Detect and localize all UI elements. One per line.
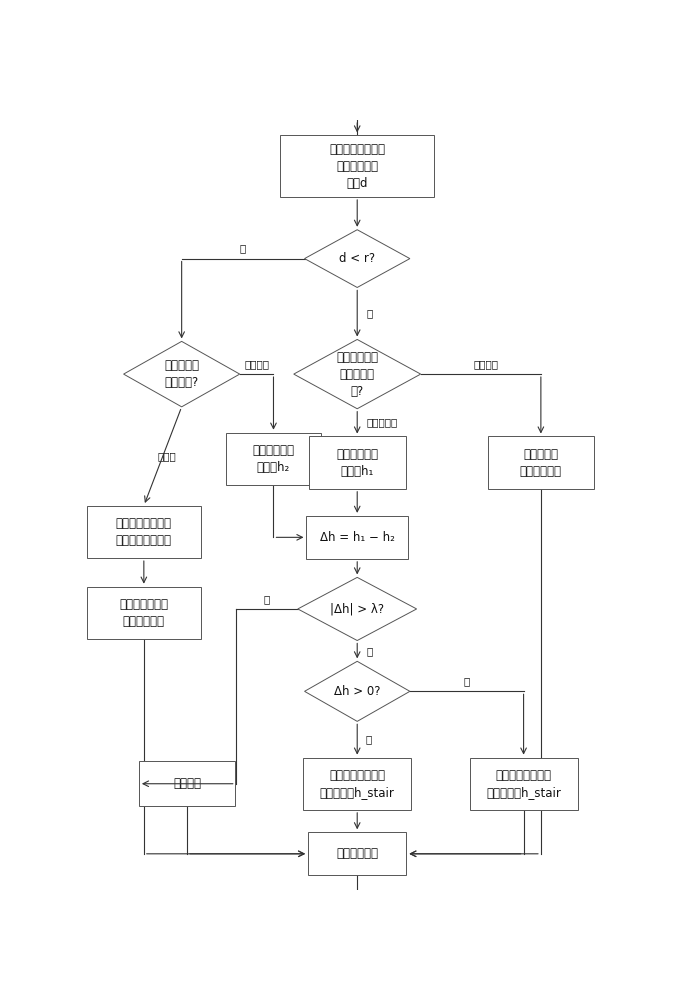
FancyBboxPatch shape [87,587,201,639]
Polygon shape [305,230,410,287]
Text: 高度在前一时刻的
基础上累减h_stair: 高度在前一时刻的 基础上累减h_stair [486,769,561,799]
FancyBboxPatch shape [309,436,406,489]
Text: 否: 否 [367,308,373,318]
Text: 计算气压计测
量高度h₁: 计算气压计测 量高度h₁ [336,448,378,478]
Text: 将所处楼层
高度信息输出: 将所处楼层 高度信息输出 [520,448,562,478]
Polygon shape [123,341,240,407]
Text: 否: 否 [263,594,270,604]
FancyBboxPatch shape [308,832,406,875]
FancyBboxPatch shape [470,758,578,810]
Text: 处于楼梯间: 处于楼梯间 [367,418,398,428]
Text: Δh = h₁ − h₂: Δh = h₁ − h₂ [320,531,395,544]
FancyBboxPatch shape [307,516,408,559]
Text: 高度在前一时刻的
基础上累加h_stair: 高度在前一时刻的 基础上累加h_stair [320,769,395,799]
Text: 前一时刻处于
楼层或楼梯
间?: 前一时刻处于 楼层或楼梯 间? [336,351,378,398]
Polygon shape [298,577,417,641]
Text: 进楼梯间: 进楼梯间 [244,359,269,369]
Text: Δh > 0?: Δh > 0? [334,685,381,698]
Polygon shape [293,339,421,409]
FancyBboxPatch shape [87,506,201,558]
FancyBboxPatch shape [488,436,594,489]
Text: 否: 否 [464,676,470,686]
FancyBboxPatch shape [280,135,434,197]
Text: d < r?: d < r? [339,252,375,265]
Text: 是: 是 [240,244,246,254]
FancyBboxPatch shape [139,761,235,806]
FancyBboxPatch shape [227,433,321,485]
Text: 是: 是 [365,734,372,744]
Text: 保存气压计测
量高度h₂: 保存气压计测 量高度h₂ [252,444,295,474]
Polygon shape [305,661,410,721]
Text: 是: 是 [367,646,373,656]
Text: 计算前一时刻位置
与每个楼梯口
距离d: 计算前一时刻位置 与每个楼梯口 距离d [329,143,385,190]
Text: 进楼层: 进楼层 [158,451,176,461]
Text: 输出高度信息: 输出高度信息 [336,847,378,860]
Text: |Δh| > λ?: |Δh| > λ? [330,602,384,615]
Text: 利用上一时刻实际
高度信息判断楼层: 利用上一时刻实际 高度信息判断楼层 [116,517,172,547]
Text: 高度不变: 高度不变 [173,777,201,790]
Text: 当前楼层的实际
高度信息输出: 当前楼层的实际 高度信息输出 [119,598,169,628]
Text: 判断进或者
出楼梯间?: 判断进或者 出楼梯间? [164,359,199,389]
FancyBboxPatch shape [303,758,411,810]
Text: 处于楼层: 处于楼层 [474,359,498,369]
